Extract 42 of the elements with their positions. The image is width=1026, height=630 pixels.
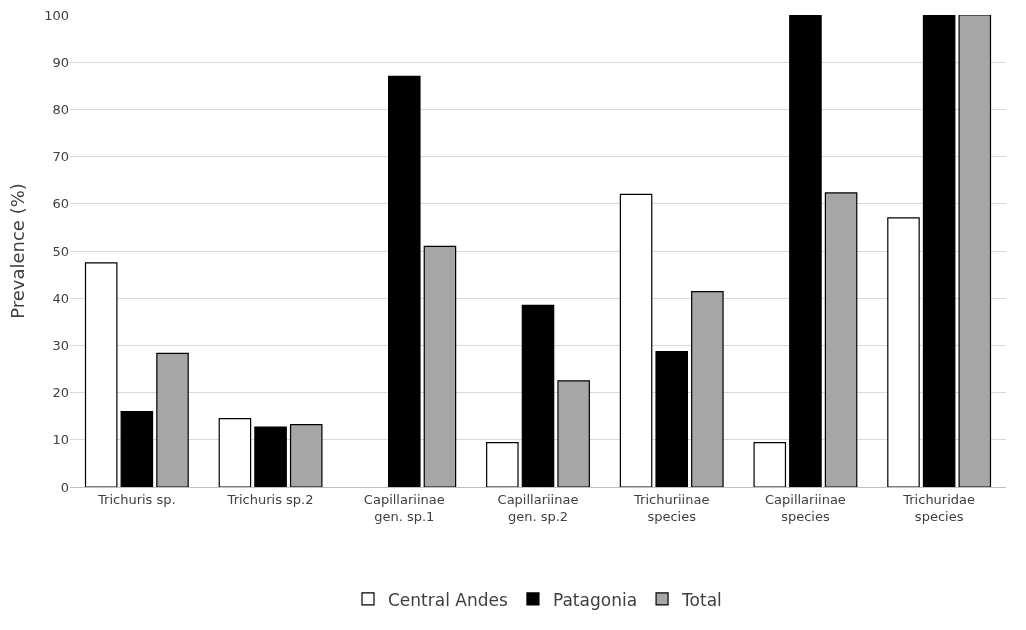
y-tick-label: 20 <box>52 385 69 401</box>
bar <box>289 424 323 487</box>
y-tick-label: 30 <box>52 337 69 353</box>
bar <box>218 417 252 487</box>
bar <box>887 217 920 487</box>
y-tick-label: 100 <box>44 7 69 23</box>
bar <box>254 426 287 487</box>
bar <box>655 350 688 487</box>
bar <box>824 192 858 487</box>
y-tick-label: 80 <box>52 101 69 117</box>
legend-label: Central Andes <box>388 589 508 610</box>
y-tick-label: 50 <box>52 243 69 259</box>
bar <box>156 352 189 487</box>
y-tick-label: 90 <box>52 54 69 70</box>
y-axis-title: Prevalence (%) <box>7 183 28 319</box>
x-tick-label: Trichuris sp.2 <box>226 491 314 507</box>
legend-label: Total <box>681 589 722 610</box>
bar <box>423 245 457 487</box>
bar <box>922 15 956 487</box>
bar <box>486 442 519 487</box>
bar <box>120 410 154 487</box>
y-tick-label: 10 <box>52 432 69 448</box>
bar <box>84 262 118 487</box>
x-tick-label: Trichuridae species <box>902 491 976 524</box>
bar <box>691 290 724 487</box>
y-tick-label: 70 <box>52 149 69 165</box>
y-tick-label: 60 <box>52 196 69 212</box>
x-tick-label: Capillariinae species <box>764 491 846 524</box>
x-tick-label: Capillariinae gen. sp.1 <box>363 491 445 524</box>
x-tick-label: Trichuris sp. <box>97 491 176 507</box>
bar <box>753 442 787 487</box>
legend-label: Patagonia <box>552 589 638 610</box>
bar <box>557 380 590 487</box>
bar <box>789 15 822 487</box>
bar <box>388 75 421 487</box>
y-tick-label: 0 <box>60 479 69 495</box>
y-tick-label: 40 <box>52 290 69 306</box>
bar <box>521 304 555 487</box>
bar <box>619 193 653 487</box>
x-tick-label: Trichuriinae species <box>633 491 710 524</box>
bar <box>958 15 992 487</box>
x-tick-label: Capillariinae gen. sp.2 <box>497 491 579 524</box>
